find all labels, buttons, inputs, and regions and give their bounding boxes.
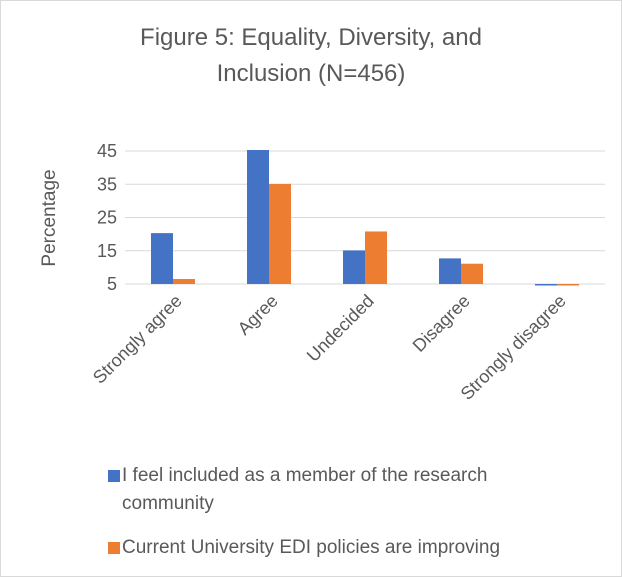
- category-label-strongly-disagree: Strongly disagree: [457, 291, 570, 404]
- bar-series-1-strongly-agree: [151, 233, 173, 284]
- legend-label-series-1-line-1: I feel included as a member of the resea…: [122, 465, 488, 486]
- category-label-disagree: Disagree: [409, 291, 474, 356]
- legend-item-series-1: I feel included as a member of the resea…: [108, 462, 568, 518]
- y-tick-label-25: 25: [97, 208, 117, 228]
- bar-series-1-agree: [247, 150, 269, 284]
- category-label-undecided: Undecided: [303, 291, 378, 366]
- bars: [151, 150, 579, 286]
- legend: I feel included as a member of the resea…: [108, 462, 568, 578]
- bar-series-2-strongly-agree: [173, 279, 195, 284]
- y-tick-label-5: 5: [107, 274, 117, 294]
- y-tick-labels: 5 15 25 35 45: [97, 141, 117, 294]
- bar-series-1-strongly-disagree: [535, 284, 557, 286]
- category-labels: Strongly agree Agree Undecided DisagreeStro…: [89, 291, 570, 404]
- chart-title-line-1: Figure 5: Equality, Diversity, and: [140, 24, 482, 51]
- legend-label-series-2: Current University EDI policies are impr…: [122, 537, 501, 558]
- bar-series-1-undecided: [343, 250, 365, 284]
- y-tick-label-15: 15: [97, 241, 117, 261]
- legend-swatch-series-1: [108, 470, 120, 482]
- chart-title-line-2: Inclusion (N=456): [216, 60, 406, 87]
- legend-label-series-1-line-2: community: [122, 493, 214, 514]
- bar-series-2-undecided: [365, 231, 387, 284]
- bar-series-2-agree: [269, 183, 291, 284]
- bar-series-2-strongly-disagree: [557, 284, 579, 286]
- legend-swatch-series-2: [108, 542, 120, 554]
- bar-series-2-disagree: [461, 263, 483, 284]
- y-axis-label: Percentage: [39, 169, 60, 266]
- legend-item-series-2: Current University EDI policies are impr…: [108, 534, 568, 562]
- category-label-agree: Agree: [234, 291, 282, 339]
- chart-title: Figure 5: Equality, Diversity, and Inclu…: [0, 20, 622, 92]
- bar-series-1-disagree: [439, 258, 461, 284]
- y-tick-label-45: 45: [97, 141, 117, 161]
- y-tick-label-35: 35: [97, 174, 117, 194]
- category-label-strongly-agree: Strongly agree: [89, 291, 186, 388]
